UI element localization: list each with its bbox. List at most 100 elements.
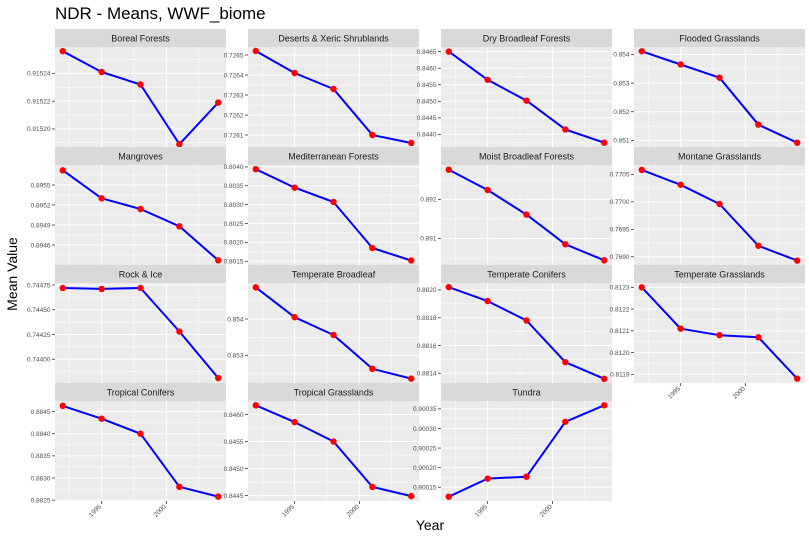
panel-background <box>248 165 419 265</box>
y-tick-label: 0.8440 <box>417 132 437 139</box>
panel-background <box>248 401 419 501</box>
panel-background <box>55 283 226 383</box>
data-point <box>677 325 684 332</box>
y-tick-label: 0.8040 <box>224 164 244 171</box>
data-point <box>369 244 376 252</box>
data-point <box>523 97 530 104</box>
facet-panel: Montane Grasslands 0.7690 0.7695 0.7700 0.77… <box>610 147 805 265</box>
y-tick-label: 0.8445 <box>417 115 437 122</box>
data-point <box>98 68 105 76</box>
panel-background <box>55 47 226 147</box>
facet-panel: Rock & Ice 0.74400 0.74425 0.74450 0.74475 <box>27 265 226 383</box>
data-point <box>137 284 144 292</box>
y-tick-label: 0.90030 <box>413 426 437 433</box>
facet-strip-label: Flooded Grasslands <box>679 34 760 44</box>
panel-background <box>441 283 612 383</box>
y-tick-label: 0.853 <box>613 80 630 87</box>
data-point <box>562 358 569 366</box>
y-tick-label: 0.7695 <box>610 227 630 234</box>
data-point <box>59 284 66 292</box>
data-point <box>484 475 491 482</box>
y-tick-label: 0.8120 <box>610 350 630 357</box>
data-point <box>98 415 105 422</box>
facet-strip-label: Temperate Broadleaf <box>292 270 376 280</box>
data-point <box>408 257 415 264</box>
panel-background <box>634 47 805 147</box>
x-axis-title: Year <box>416 517 445 533</box>
data-point <box>638 48 645 55</box>
facet-strip-label: Tundra <box>512 388 540 398</box>
data-point <box>59 167 66 174</box>
y-tick-label: 0.90015 <box>413 485 437 492</box>
data-point <box>562 241 569 248</box>
facet-panel: Boreal Forests 0.91520 0.91522 0.91524 <box>27 29 226 148</box>
data-point <box>369 131 376 139</box>
y-tick-label: 0.8445 <box>224 493 244 500</box>
facet-panel: Moist Broadleaf Forests 0.891 0.892 <box>420 147 612 265</box>
data-point <box>638 166 645 174</box>
y-tick-label: 0.8465 <box>417 49 437 56</box>
data-point <box>176 483 183 491</box>
facet-strip-label: Tropical Conifers <box>107 388 175 398</box>
facet-panel: Dry Broadleaf Forests 0.8440 0.8445 0.8450 0… <box>417 29 612 147</box>
facet-strip <box>248 383 419 401</box>
y-tick-label: 0.91524 <box>27 71 51 78</box>
facet-panel: Temperate Grasslands 0.8119 0.8120 0.8121 0.… <box>610 265 805 401</box>
facet-strip-label: Moist Broadleaf Forests <box>479 152 575 162</box>
y-tick-label: 0.7690 <box>610 254 630 261</box>
data-point <box>484 297 491 305</box>
y-axis-title: Mean Value <box>4 237 20 311</box>
data-point <box>562 126 569 133</box>
facet-strip-label: Tropical Grasslands <box>294 388 374 398</box>
facet-strip-label: Boreal Forests <box>111 34 170 44</box>
data-point <box>137 430 144 437</box>
data-point <box>330 198 337 206</box>
x-tick-label: 1995 <box>281 503 296 518</box>
data-point <box>408 139 415 147</box>
y-tick-label: 0.90025 <box>413 445 437 452</box>
facet-strip-label: Mangroves <box>118 152 163 162</box>
facet-panel: Flooded Grasslands 0.851 0.852 0.853 0.854 <box>613 29 805 147</box>
x-tick-label: 1995 <box>667 385 682 400</box>
y-tick-label: 0.8952 <box>31 202 51 209</box>
facet-panel: Tropical Conifers 0.8825 0.8830 0.8835 0.884… <box>31 383 226 519</box>
data-point <box>716 200 723 208</box>
y-tick-label: 0.8020 <box>224 240 244 247</box>
y-tick-label: 0.8949 <box>31 222 51 229</box>
y-tick-label: 0.8119 <box>610 372 630 379</box>
data-point <box>601 257 608 264</box>
x-tick-label: 2000 <box>732 385 747 400</box>
facet-strip-label: Temperate Grasslands <box>674 270 765 280</box>
facet-strip <box>55 29 226 47</box>
data-point <box>445 493 452 500</box>
x-tick-label: 2000 <box>346 503 361 518</box>
y-tick-label: 0.8946 <box>31 242 51 249</box>
data-point <box>291 69 298 77</box>
facet-strip <box>634 29 805 47</box>
y-tick-label: 0.90020 <box>413 465 437 472</box>
y-tick-label: 0.8955 <box>31 182 51 189</box>
y-tick-label: 0.8121 <box>610 328 630 335</box>
data-point <box>98 195 105 202</box>
y-tick-label: 0.8816 <box>417 343 437 350</box>
y-tick-label: 0.8818 <box>417 315 437 322</box>
data-point <box>176 223 183 230</box>
y-tick-label: 0.74475 <box>27 282 51 289</box>
data-point <box>369 483 376 491</box>
y-tick-label: 0.74450 <box>27 307 51 314</box>
y-tick-label: 0.7265 <box>224 52 244 59</box>
data-point <box>59 402 66 410</box>
y-tick-label: 0.8840 <box>31 431 51 438</box>
data-point <box>137 81 144 88</box>
data-point <box>215 257 222 264</box>
data-point <box>252 284 259 291</box>
panel-background <box>441 47 612 147</box>
y-tick-label: 0.7261 <box>224 132 244 139</box>
y-tick-label: 0.74425 <box>27 332 51 339</box>
y-tick-label: 0.851 <box>613 138 630 145</box>
facet-strip-label: Deserts & Xeric Shrublands <box>278 34 389 44</box>
facet-panel: Deserts & Xeric Shrublands 0.7261 0.7262 0.… <box>224 29 419 147</box>
y-tick-label: 0.8845 <box>31 409 51 416</box>
facet-strip-label: Montane Grasslands <box>678 152 762 162</box>
data-point <box>176 328 183 335</box>
